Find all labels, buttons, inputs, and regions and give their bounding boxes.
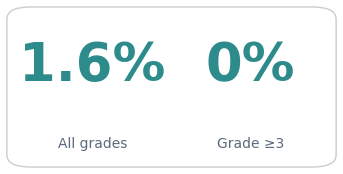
Text: Grade ≥3: Grade ≥3	[217, 137, 284, 151]
Text: All grades: All grades	[58, 137, 127, 151]
Text: 0%: 0%	[206, 40, 295, 92]
FancyBboxPatch shape	[7, 7, 336, 167]
Text: 1.6%: 1.6%	[20, 40, 166, 92]
